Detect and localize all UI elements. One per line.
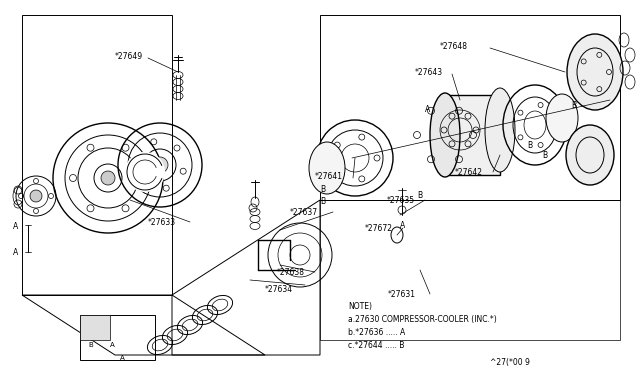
Text: A: A bbox=[426, 106, 431, 115]
Text: A: A bbox=[401, 221, 406, 230]
Text: NOTE): NOTE) bbox=[348, 302, 372, 311]
Text: *27633: *27633 bbox=[148, 218, 176, 227]
Bar bbox=[80, 315, 110, 340]
Ellipse shape bbox=[101, 171, 115, 185]
Text: b.*27636 ..... A: b.*27636 ..... A bbox=[348, 328, 405, 337]
Text: B: B bbox=[321, 186, 326, 195]
Text: A: A bbox=[120, 355, 124, 361]
Text: *27641: *27641 bbox=[315, 172, 343, 181]
Ellipse shape bbox=[309, 142, 345, 194]
Text: B: B bbox=[321, 198, 326, 206]
Text: c.*27644 ..... B: c.*27644 ..... B bbox=[348, 341, 404, 350]
Text: A: A bbox=[13, 222, 19, 231]
Text: B: B bbox=[527, 141, 532, 150]
Ellipse shape bbox=[546, 94, 578, 142]
Bar bbox=[80, 315, 155, 360]
Text: *27637: *27637 bbox=[290, 208, 318, 217]
Bar bbox=[445, 95, 500, 175]
Text: *27638: *27638 bbox=[277, 268, 305, 277]
Text: *27648: *27648 bbox=[440, 42, 468, 51]
Text: A: A bbox=[13, 248, 19, 257]
Text: *27649: *27649 bbox=[115, 52, 143, 61]
Text: *27672: *27672 bbox=[365, 224, 393, 233]
Text: *27631: *27631 bbox=[388, 290, 416, 299]
Ellipse shape bbox=[30, 190, 42, 202]
Text: B: B bbox=[88, 342, 93, 348]
Ellipse shape bbox=[485, 88, 515, 172]
Text: B: B bbox=[417, 190, 422, 199]
Ellipse shape bbox=[430, 93, 460, 177]
Ellipse shape bbox=[152, 157, 168, 173]
Text: ^27(*00 9: ^27(*00 9 bbox=[490, 358, 530, 367]
Text: *27634: *27634 bbox=[265, 285, 293, 294]
Ellipse shape bbox=[127, 154, 163, 190]
Text: *27642: *27642 bbox=[455, 168, 483, 177]
Text: B: B bbox=[543, 151, 548, 160]
Text: B: B bbox=[572, 100, 577, 109]
Ellipse shape bbox=[566, 125, 614, 185]
Text: A: A bbox=[110, 342, 115, 348]
Ellipse shape bbox=[567, 34, 623, 110]
Text: *27635: *27635 bbox=[387, 196, 415, 205]
Text: a.27630 COMPRESSOR-COOLER (INC.*): a.27630 COMPRESSOR-COOLER (INC.*) bbox=[348, 315, 497, 324]
Text: *27643: *27643 bbox=[415, 68, 443, 77]
